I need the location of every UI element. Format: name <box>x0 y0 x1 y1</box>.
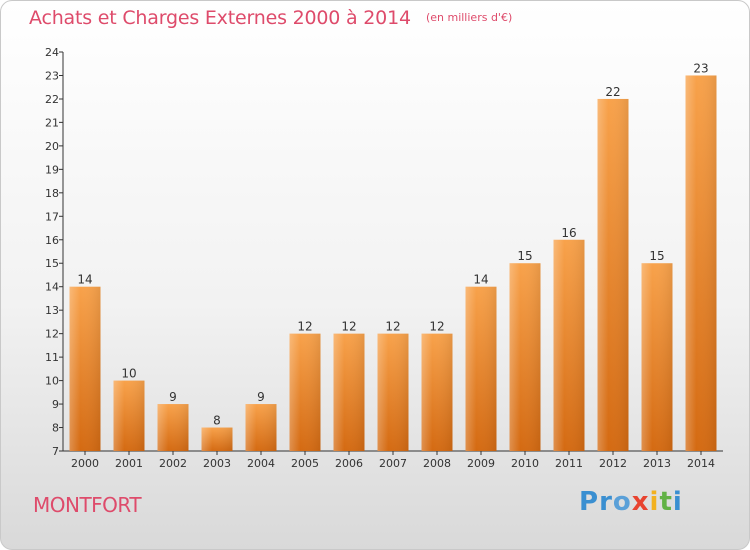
data-label: 9 <box>169 390 177 404</box>
y-tick-label: 9 <box>52 398 59 411</box>
x-tick-label: 2013 <box>643 457 671 470</box>
bar-shade-2007 <box>377 333 409 451</box>
commune-name: MONTFORT <box>33 493 142 517</box>
x-tick-label: 2006 <box>335 457 363 470</box>
x-tick-label: 2000 <box>71 457 99 470</box>
logo-letter: P <box>579 487 600 517</box>
bar-shade-2000 <box>69 286 101 451</box>
data-label: 12 <box>385 320 400 334</box>
y-tick-label: 17 <box>45 210 59 223</box>
chart-subtitle: (en milliers d'€) <box>425 11 513 24</box>
x-tick-label: 2001 <box>115 457 143 470</box>
data-label: 10 <box>121 367 136 381</box>
y-tick-label: 22 <box>45 93 59 106</box>
data-label: 14 <box>77 273 92 287</box>
chart-title: Achats et Charges Externes 2000 à 2014 <box>29 7 411 29</box>
y-tick-label: 15 <box>45 257 59 270</box>
bar-shade-2001 <box>113 380 145 451</box>
x-tick-label: 2004 <box>247 457 275 470</box>
bar-shade-2005 <box>289 333 321 451</box>
bar-shade-2013 <box>641 263 673 451</box>
x-tick-label: 2002 <box>159 457 187 470</box>
bar-shade-2004 <box>245 404 277 451</box>
y-tick-label: 13 <box>45 304 59 317</box>
y-tick-label: 21 <box>45 116 59 129</box>
y-tick-label: 24 <box>45 46 59 59</box>
y-tick-label: 18 <box>45 187 59 200</box>
x-tick-label: 2005 <box>291 457 319 470</box>
data-label: 8 <box>213 414 221 428</box>
bars <box>69 75 717 452</box>
y-tick-label: 19 <box>45 163 59 176</box>
y-tick-label: 7 <box>52 445 59 458</box>
logo-letter: o <box>612 487 632 517</box>
y-tick-label: 8 <box>52 422 59 435</box>
bar-shade-2008 <box>421 333 453 451</box>
data-label: 12 <box>341 320 356 334</box>
data-label: 22 <box>605 85 620 99</box>
bar-shade-2009 <box>465 286 497 451</box>
data-label: 15 <box>517 249 532 263</box>
proxiti-logo[interactable]: Proxiti <box>579 487 683 517</box>
data-label: 12 <box>429 320 444 334</box>
y-tick-label: 12 <box>45 328 59 341</box>
x-tick-label: 2003 <box>203 457 231 470</box>
x-tick-label: 2009 <box>467 457 495 470</box>
bar-shade-2014 <box>685 75 717 452</box>
data-label: 15 <box>649 249 664 263</box>
x-tick-label: 2007 <box>379 457 407 470</box>
x-tick-label: 2012 <box>599 457 627 470</box>
y-tick-label: 14 <box>45 281 59 294</box>
x-tick-label: 2014 <box>687 457 715 470</box>
bar-shade-2010 <box>509 263 541 451</box>
data-label: 9 <box>257 390 265 404</box>
bar-shade-2002 <box>157 404 189 451</box>
data-label: 14 <box>473 273 488 287</box>
logo-letter: r <box>599 487 613 517</box>
data-label: 16 <box>561 226 576 240</box>
bar-shade-2012 <box>597 98 629 452</box>
y-tick-label: 10 <box>45 375 59 388</box>
logo-letter: x <box>631 487 650 517</box>
logo-letter: t <box>659 487 673 517</box>
title-block: Achats et Charges Externes 2000 à 2014 (… <box>29 7 512 29</box>
x-tick-label: 2008 <box>423 457 451 470</box>
y-tick-label: 11 <box>45 351 59 364</box>
x-tick-label: 2010 <box>511 457 539 470</box>
logo-letter: i <box>672 487 683 517</box>
data-label: 12 <box>297 320 312 334</box>
logo-letter: i <box>649 487 660 517</box>
bar-shade-2006 <box>333 333 365 451</box>
labels: 2000 14 2001 10 2002 9 2003 8 2004 9 2005 12 2006 12 2… <box>71 61 715 470</box>
bar-shade-2003 <box>201 427 233 451</box>
bar-shade-2011 <box>553 239 585 451</box>
data-label: 23 <box>693 61 708 75</box>
y-tick-label: 20 <box>45 140 59 153</box>
y-tick-label: 16 <box>45 234 59 247</box>
y-tick-label: 23 <box>45 69 59 82</box>
x-tick-label: 2011 <box>555 457 583 470</box>
